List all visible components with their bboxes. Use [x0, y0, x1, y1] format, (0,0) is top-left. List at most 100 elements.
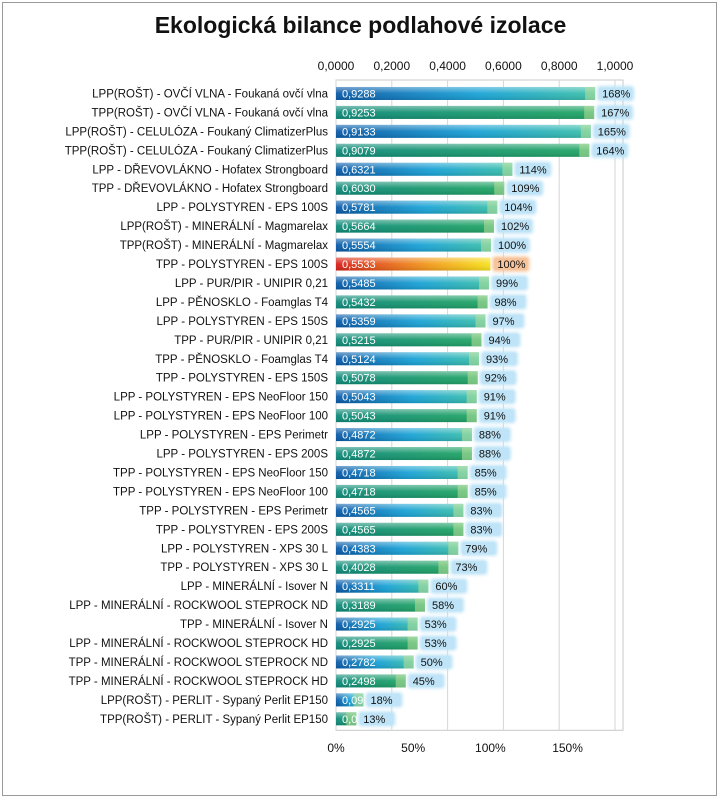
bar-end-highlight — [484, 219, 495, 233]
percent-label-box — [421, 618, 455, 631]
category-label: LPP - MINERÁLNÍ - ROCKWOOL STEPROCK ND — [69, 599, 328, 612]
category-label: TPP - POLYSTYREN - XPS 30 L — [160, 562, 328, 574]
percent-label: 73% — [455, 562, 477, 574]
bar-end-highlight — [461, 428, 472, 442]
bar-gloss — [336, 617, 418, 631]
category-label: LPP(ROŠT) - PERLIT - Sypaný Perlit EP150 — [101, 694, 328, 707]
percent-label-box — [494, 239, 528, 252]
value-label: 0,4028 — [342, 562, 376, 574]
bottom-axis-tick-label: 0% — [327, 741, 345, 755]
bar-end-highlight — [395, 674, 406, 688]
bar-gloss — [336, 295, 488, 309]
bar-end-highlight — [453, 522, 464, 536]
bar-end-highlight — [346, 712, 357, 726]
top-axis-tick-label: 1,0000 — [597, 59, 634, 73]
category-label: LPP(ROŠT) - MINERÁLNÍ - Magmarelax — [120, 220, 328, 233]
category-label: LPP - POLYSTYREN - EPS 200S — [156, 449, 328, 461]
category-label: TPP - POLYSTYREN - EPS NeoFloor 100 — [113, 486, 328, 498]
percent-label-box — [428, 599, 462, 612]
percent-label-box — [493, 276, 527, 289]
bar-gloss — [336, 655, 414, 669]
bar-gloss — [336, 598, 425, 612]
bar-gloss — [336, 560, 449, 574]
bar-gloss — [336, 674, 406, 688]
category-label: TPP - POLYSTYREN - EPS NeoFloor 150 — [113, 467, 328, 479]
value-label: 0,5781 — [342, 202, 376, 214]
category-label: LPP - POLYSTYREN - EPS NeoFloor 100 — [114, 411, 328, 423]
top-axis-tick-label: 0,4000 — [429, 59, 466, 73]
percent-label: 53% — [425, 619, 447, 631]
percent-label-box — [482, 352, 516, 365]
percent-label: 50% — [421, 657, 443, 669]
category-label: TPP(ROŠT) - CELULÓZA - Foukaný Climatize… — [65, 144, 329, 157]
percent-label-box — [593, 144, 627, 157]
percent-label-box — [367, 693, 401, 706]
percent-label: 91% — [484, 411, 506, 423]
percent-label: 99% — [496, 278, 518, 290]
bar-end-highlight — [461, 447, 472, 461]
percent-label: 102% — [501, 221, 529, 233]
percent-label: 168% — [602, 88, 630, 100]
bar-gloss — [336, 447, 472, 461]
percent-label: 85% — [475, 467, 497, 479]
percent-label: 109% — [511, 183, 539, 195]
percent-label: 58% — [432, 600, 454, 612]
percent-label: 94% — [488, 335, 510, 347]
value-label: 0,5664 — [342, 221, 376, 233]
bar-gloss — [336, 484, 468, 498]
percent-label: 60% — [435, 581, 457, 593]
value-label: 0,4718 — [342, 467, 376, 479]
value-label: 0,2498 — [342, 676, 376, 688]
percent-label: 100% — [497, 259, 525, 271]
percent-label: 53% — [425, 638, 447, 650]
value-label: 0,5359 — [342, 316, 376, 328]
top-axis-tick-label: 0,0000 — [318, 59, 355, 73]
bar-end-highlight — [457, 484, 468, 498]
value-label: 0,9288 — [342, 88, 376, 100]
top-axis-tick-label: 0,2000 — [373, 59, 410, 73]
percent-label: 165% — [598, 126, 626, 138]
plot-area-border — [335, 79, 624, 731]
percent-label-box — [417, 655, 451, 668]
bar-gloss — [336, 352, 479, 366]
percent-label: 83% — [470, 505, 492, 517]
value-label: 0,4718 — [342, 486, 376, 498]
value-label: 0,4565 — [342, 524, 376, 536]
category-label: LPP - PĚNOSKLO - Foamglas T4 — [156, 296, 329, 309]
bar-gloss — [336, 257, 491, 271]
category-label: TPP - PUR/PIR - UNIPIR 0,21 — [174, 335, 328, 347]
bar-gloss — [336, 465, 468, 479]
value-label: 0,3189 — [342, 600, 376, 612]
percent-label: 45% — [413, 676, 435, 688]
value-label: 0,5078 — [342, 373, 376, 385]
category-label: LPP - POLYSTYREN - EPS 150S — [156, 316, 328, 328]
bar-gloss — [336, 371, 478, 385]
value-label: 0,3311 — [342, 581, 375, 593]
value-label: 0,5533 — [342, 259, 376, 271]
percent-label-box — [467, 504, 501, 517]
percent-label: 97% — [493, 316, 515, 328]
bar-gloss — [336, 181, 505, 195]
bar-gloss — [336, 636, 418, 650]
bar-gloss — [336, 162, 513, 176]
percent-label: 100% — [498, 240, 526, 252]
category-label: TPP - POLYSTYREN - EPS 150S — [156, 373, 328, 385]
category-label: LPP - MINERÁLNÍ - ROCKWOOL STEPROCK HD — [69, 637, 328, 650]
value-label: 0,9079 — [342, 145, 376, 157]
bar-end-highlight — [471, 333, 482, 347]
percent-label: 93% — [486, 354, 508, 366]
bar-gloss — [336, 276, 490, 290]
percent-label: 88% — [479, 449, 501, 461]
value-label: 0,6030 — [342, 183, 376, 195]
bar-end-highlight — [579, 143, 590, 157]
bar-end-highlight — [353, 693, 364, 707]
bar-end-highlight — [407, 617, 418, 631]
bar-end-highlight — [468, 352, 479, 366]
percent-label-box — [516, 163, 550, 176]
category-label: TPP(ROŠT) - PERLIT - Sypaný Perlit EP150 — [100, 713, 328, 726]
bar-end-highlight — [477, 295, 488, 309]
bar-gloss — [336, 238, 491, 252]
bar-end-highlight — [453, 503, 464, 517]
percent-label-box — [494, 258, 528, 271]
percent-label-box — [480, 409, 514, 422]
